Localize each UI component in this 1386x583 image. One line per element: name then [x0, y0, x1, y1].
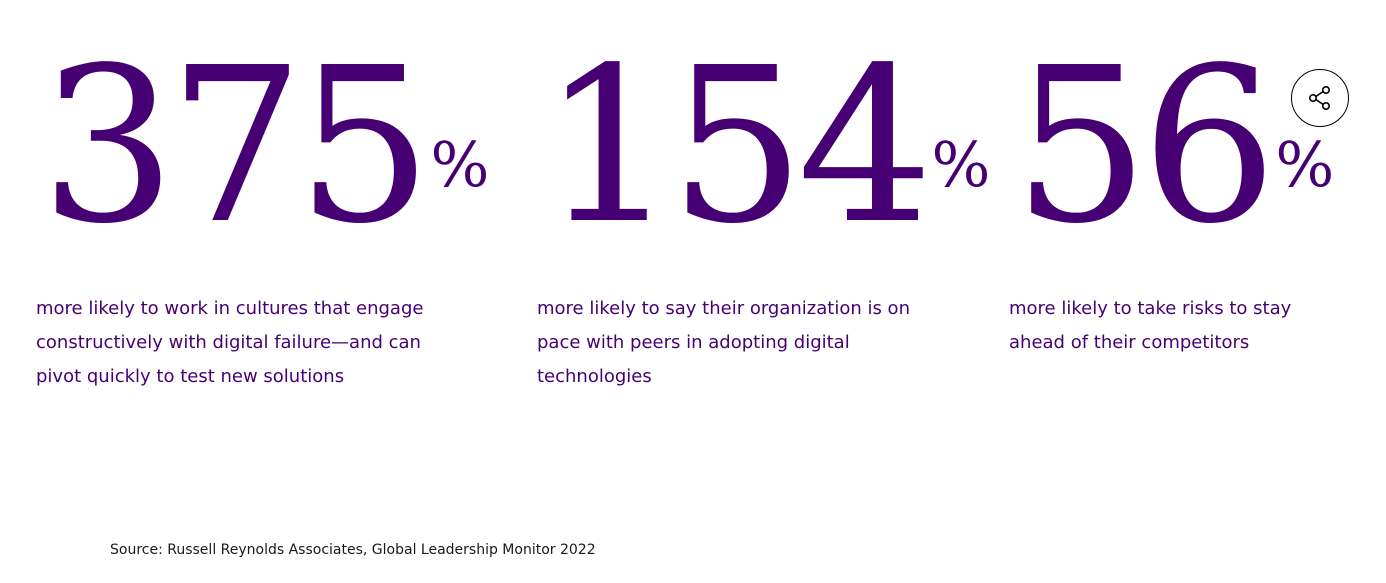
- stat-unit: %: [430, 128, 490, 201]
- stat-description: more likely to say their organization is…: [537, 298, 910, 387]
- stat-56-percent: 56 % more likely to take risks to stay a…: [1009, 40, 1349, 360]
- stat-number: 375: [40, 22, 432, 271]
- stat-number: 154: [541, 22, 933, 271]
- stat-unit: %: [1275, 128, 1335, 201]
- stat-unit: %: [931, 128, 991, 201]
- stat-figure: 56 %: [1009, 40, 1349, 260]
- stat-figure: 375 %: [36, 22, 490, 271]
- stat-154-percent: 154 % more likely to say their organizat…: [537, 22, 990, 394]
- stat-375-percent: 375 % more likely to work in cultures th…: [36, 22, 490, 394]
- share-button[interactable]: [1291, 69, 1349, 127]
- source-citation: Source: Russell Reynolds Associates, Glo…: [110, 542, 596, 558]
- stat-number: 56: [1013, 22, 1277, 271]
- stat-description: more likely to take risks to stay ahead …: [1009, 298, 1292, 353]
- stat-description: more likely to work in cultures that eng…: [36, 298, 424, 387]
- share-icon: [1307, 85, 1333, 111]
- stat-figure: 154 %: [537, 22, 990, 271]
